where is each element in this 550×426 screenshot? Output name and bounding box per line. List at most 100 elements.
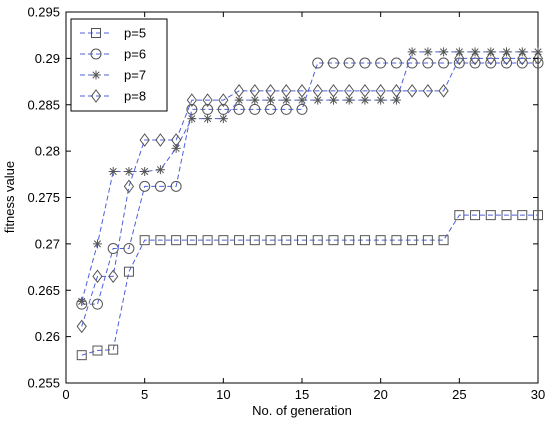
data-point (390, 57, 402, 69)
data-point (391, 95, 401, 105)
data-point (92, 269, 103, 284)
data-point (108, 167, 118, 177)
data-point (265, 84, 276, 98)
data-point (139, 235, 150, 246)
data-point (454, 210, 465, 221)
data-point (453, 57, 465, 69)
data-point (328, 235, 339, 246)
data-point (501, 51, 512, 66)
legend-label: p=5 (124, 26, 146, 41)
legend-entries: p=5 p=6 p=7 p=8 (80, 26, 146, 104)
legend-entry: p=7 (80, 68, 146, 83)
legend-box (70, 18, 168, 112)
data-point (327, 57, 339, 69)
data-point (249, 235, 260, 246)
data-point (375, 235, 386, 246)
data-point (186, 93, 197, 107)
legend: p=5 p=6 p=7 p=8 (70, 18, 168, 112)
y-tick-label: 0.27 (35, 236, 60, 251)
data-point (154, 180, 166, 192)
data-point (77, 296, 87, 306)
y-tick-label: 0.26 (35, 329, 60, 344)
data-point (233, 84, 245, 98)
data-point (359, 235, 370, 246)
x-tick-label: 5 (141, 387, 148, 402)
data-point (312, 57, 324, 69)
data-point (485, 210, 496, 221)
data-point (123, 266, 134, 277)
data-point (375, 57, 387, 69)
data-point (139, 133, 150, 147)
data-point (92, 345, 103, 356)
data-point (391, 235, 402, 246)
data-point (359, 57, 371, 69)
data-point (328, 84, 339, 98)
data-point (422, 84, 433, 98)
x-tick-label: 10 (216, 387, 230, 402)
data-point (202, 93, 213, 107)
data-point (296, 84, 308, 98)
series-layer (76, 47, 544, 361)
data-point (312, 84, 323, 98)
data-point (249, 84, 260, 98)
data-point (140, 167, 150, 177)
data-point (312, 235, 323, 246)
data-point (281, 84, 292, 98)
data-point (218, 93, 229, 107)
data-point (123, 243, 135, 255)
data-point (265, 235, 276, 246)
x-axis-label: No. of generation (252, 403, 352, 418)
legend-entry: p=8 (80, 89, 146, 104)
data-point (422, 57, 434, 69)
data-point (155, 133, 166, 147)
data-point (533, 210, 543, 221)
data-point (171, 235, 182, 246)
y-tick-label: 0.295 (27, 5, 60, 20)
data-point (517, 210, 528, 221)
data-point (218, 114, 228, 124)
data-point (470, 210, 481, 221)
data-point (297, 235, 307, 246)
data-point (250, 95, 260, 105)
series-p=8 (76, 51, 544, 334)
series-line (81, 214, 538, 356)
y-tick-label: 0.265 (27, 283, 60, 298)
data-point (170, 180, 182, 192)
data-point (203, 114, 213, 124)
x-tick-label: 20 (373, 387, 387, 402)
data-point (438, 84, 449, 98)
data-point (407, 47, 417, 57)
x-tick-label: 30 (531, 387, 545, 402)
data-point (218, 235, 229, 246)
data-point (517, 51, 528, 66)
data-point (108, 269, 119, 284)
data-point (187, 114, 197, 124)
data-point (202, 235, 213, 246)
data-point (423, 47, 433, 57)
data-point (139, 180, 151, 192)
data-point (438, 57, 450, 69)
data-point (155, 165, 165, 175)
data-point (501, 210, 512, 221)
series-p=7 (77, 47, 543, 306)
series-line (81, 57, 538, 327)
x-tick-label: 15 (295, 387, 309, 402)
data-point (532, 51, 544, 66)
data-point (422, 235, 433, 246)
y-axis-label: fitness value (2, 161, 17, 233)
data-point (124, 167, 134, 177)
data-point (343, 57, 355, 69)
data-point (375, 84, 386, 98)
data-point (391, 84, 402, 98)
data-point (407, 235, 418, 246)
legend-label: p=8 (124, 89, 146, 104)
legend-entry: p=5 (80, 26, 146, 41)
legend-marker (90, 89, 102, 103)
data-point (92, 239, 102, 249)
data-point (234, 235, 245, 246)
x-tick-label: 0 (62, 387, 69, 402)
data-point (91, 298, 103, 310)
legend-marker (91, 28, 101, 38)
data-point (76, 319, 87, 334)
y-tick-label: 0.29 (35, 51, 60, 66)
